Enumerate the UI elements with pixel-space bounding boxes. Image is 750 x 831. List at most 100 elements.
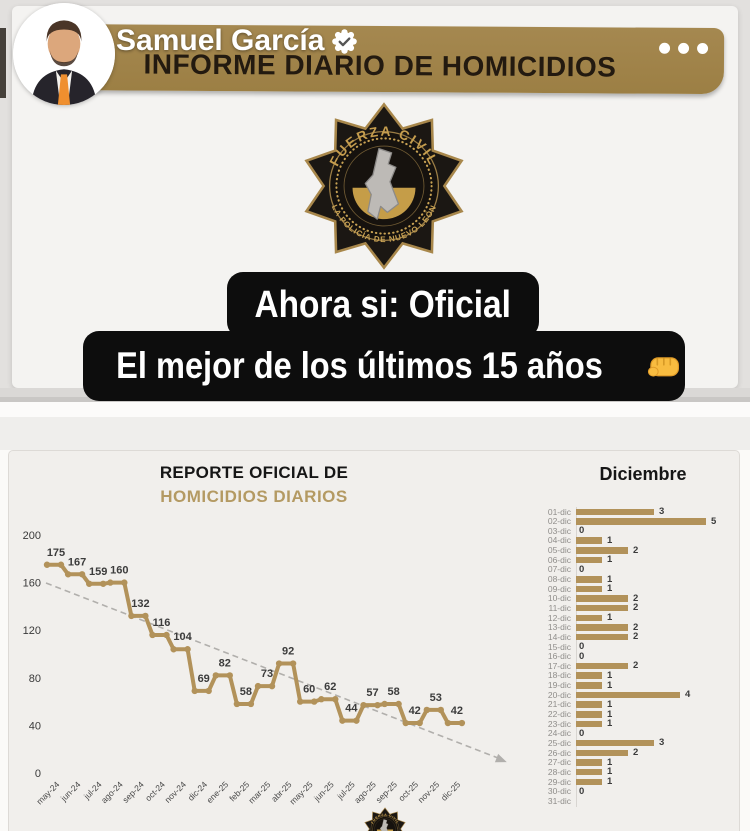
dec-row: 26-dic 2 (541, 748, 739, 758)
dec-day-label: 05-dic (547, 545, 571, 556)
caption-line-2: El mejor de los últimos 15 años (83, 331, 685, 401)
dec-day-label: 18-dic (547, 670, 571, 681)
dec-row: 14-dic 2 (541, 632, 739, 642)
dec-value-label: 2 (633, 660, 639, 672)
dec-row: 16-dic 0 (541, 652, 739, 662)
dec-value-label: 2 (633, 747, 639, 759)
dec-bar (576, 547, 628, 554)
dec-value-label: 1 (607, 718, 613, 730)
data-label: 42 (409, 705, 421, 717)
dec-bar (576, 662, 628, 670)
data-label: 92 (282, 646, 294, 658)
dec-bar (576, 595, 628, 602)
dec-bar (576, 633, 628, 641)
dec-row: 08-dic 1 (541, 574, 739, 584)
data-label: 69 (198, 673, 210, 685)
december-bar-chart: 01-dic 3 02-dic 5 03-dic 0 04-dic 1 05-dic 2 06-di… (541, 507, 739, 806)
caption-line-1-text: Ahora si: Oficial (254, 283, 512, 326)
dec-day-label: 01-dic (547, 506, 571, 517)
data-label: 57 (366, 687, 378, 699)
dec-value-label: 1 (607, 756, 613, 768)
fuerza-civil-badge-small (363, 807, 407, 831)
dec-day-label: 19-dic (547, 680, 571, 691)
dec-bar (576, 768, 602, 776)
data-point-marker (332, 696, 339, 703)
data-label: 58 (240, 686, 252, 698)
caption-line-1: Ahora si: Oficial (227, 272, 539, 338)
dec-value-label: 2 (633, 592, 639, 604)
dec-row: 25-dic 3 (541, 738, 739, 748)
y-tick-label: 0 (35, 768, 41, 780)
data-point-marker (402, 719, 409, 727)
data-point-marker (268, 682, 276, 690)
data-point-marker (78, 571, 86, 578)
line-chart-subtitle: HOMICIDIOS DIARIOS (160, 487, 348, 506)
dec-row: 29-dic 1 (541, 777, 739, 787)
dot (678, 42, 690, 54)
dec-day-label: 07-dic (547, 564, 571, 575)
dec-row: 13-dic 2 (541, 623, 739, 633)
y-tick-label: 40 (29, 720, 41, 732)
dec-bar (576, 759, 602, 766)
dec-day-label: 26-dic (547, 747, 571, 758)
dec-row: 28-dic 1 (541, 767, 739, 777)
more-options-icon[interactable] (659, 42, 709, 55)
data-label: 116 (153, 617, 171, 629)
dec-value-label: 1 (607, 679, 613, 691)
dec-bar (576, 614, 602, 622)
data-point-marker (170, 646, 177, 653)
dec-day-label: 27-dic (547, 757, 571, 768)
dec-day-label: 03-dic (547, 525, 571, 536)
avatar[interactable] (13, 3, 115, 105)
dec-value-label: 3 (659, 737, 665, 749)
x-tick-label: mar-25 (246, 779, 272, 805)
trend-arrow-icon (494, 753, 507, 763)
dec-bar (576, 624, 628, 631)
data-point-marker (121, 579, 128, 586)
data-point-marker (247, 700, 255, 708)
dec-value-label: 0 (579, 727, 585, 739)
data-point-marker (381, 700, 388, 708)
dec-bar (576, 682, 602, 689)
dec-row: 17-dic 2 (541, 661, 739, 671)
dec-row: 19-dic 1 (541, 681, 739, 691)
dec-value-label: 1 (607, 583, 613, 595)
dec-day-label: 25-dic (547, 737, 571, 748)
data-label: 58 (387, 686, 399, 698)
data-point-marker (416, 719, 423, 727)
dec-bar (576, 691, 680, 699)
x-tick-label: ago-24 (99, 779, 125, 805)
dec-day-label: 29-dic (547, 776, 571, 787)
dec-day-label: 15-dic (547, 641, 571, 652)
x-tick-label: ene-25 (204, 779, 230, 805)
x-tick-label: sep-24 (120, 779, 146, 805)
data-point-marker (360, 701, 367, 709)
data-point-marker (374, 701, 381, 709)
dec-day-label: 28-dic (547, 766, 571, 777)
data-point-marker (297, 698, 304, 705)
data-label: 167 (68, 556, 86, 568)
data-label: 60 (303, 684, 315, 696)
author-name[interactable]: Samuel García (116, 24, 358, 58)
x-tick-label: sep-25 (374, 779, 400, 805)
data-point-marker (233, 700, 241, 708)
dec-row: 01-dic 3 (541, 507, 739, 517)
y-tick-label: 200 (23, 530, 41, 542)
x-tick-label: may-24 (34, 779, 61, 806)
data-point-marker (437, 706, 444, 714)
data-point-marker (100, 580, 107, 587)
data-point-marker (353, 717, 360, 724)
dec-value-label: 1 (607, 708, 613, 720)
dec-row: 30-dic 0 (541, 787, 739, 797)
data-point-marker (395, 700, 402, 708)
dec-day-label: 09-dic (547, 583, 571, 594)
dec-value-label: 1 (607, 554, 613, 566)
dec-day-label: 14-dic (547, 631, 571, 642)
avatar-photo (13, 3, 115, 105)
data-point-marker (254, 682, 262, 690)
dec-day-label: 12-dic (547, 612, 571, 623)
dec-value-label: 2 (633, 544, 639, 556)
dec-day-label: 31-dic (547, 795, 571, 806)
data-point-marker (163, 631, 170, 639)
dec-row: 21-dic 1 (541, 700, 739, 710)
